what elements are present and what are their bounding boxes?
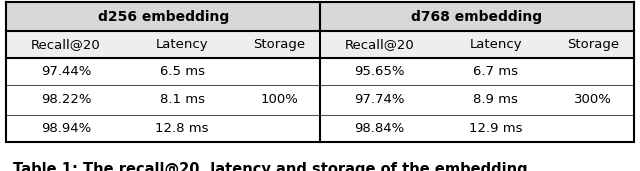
Text: 8.9 ms: 8.9 ms [473,93,518,106]
Text: Storage: Storage [253,38,305,51]
Bar [320,2,634,31]
Text: Recall@20: Recall@20 [31,38,101,51]
Text: d768 embedding: d768 embedding [412,10,542,24]
Text: Recall@20: Recall@20 [345,38,415,51]
Text: 95.65%: 95.65% [355,65,405,78]
Text: d256 embedding: d256 embedding [97,10,229,24]
Text: Table 1: The recall@20, latency and storage of the embedding: Table 1: The recall@20, latency and stor… [13,162,527,171]
Text: 100%: 100% [260,93,298,106]
Text: 98.84%: 98.84% [355,122,404,135]
Text: 12.8 ms: 12.8 ms [156,122,209,135]
Bar [6,2,320,31]
Text: 97.74%: 97.74% [355,93,405,106]
Text: Latency: Latency [156,38,209,51]
Text: 98.22%: 98.22% [41,93,92,106]
Text: 300%: 300% [574,93,612,106]
Text: 6.7 ms: 6.7 ms [473,65,518,78]
Text: 6.5 ms: 6.5 ms [159,65,205,78]
Text: 97.44%: 97.44% [41,65,91,78]
Bar [6,31,634,58]
Text: Latency: Latency [469,38,522,51]
Text: 12.9 ms: 12.9 ms [469,122,522,135]
Text: 98.94%: 98.94% [41,122,91,135]
Text: 8.1 ms: 8.1 ms [159,93,205,106]
Text: Storage: Storage [567,38,619,51]
